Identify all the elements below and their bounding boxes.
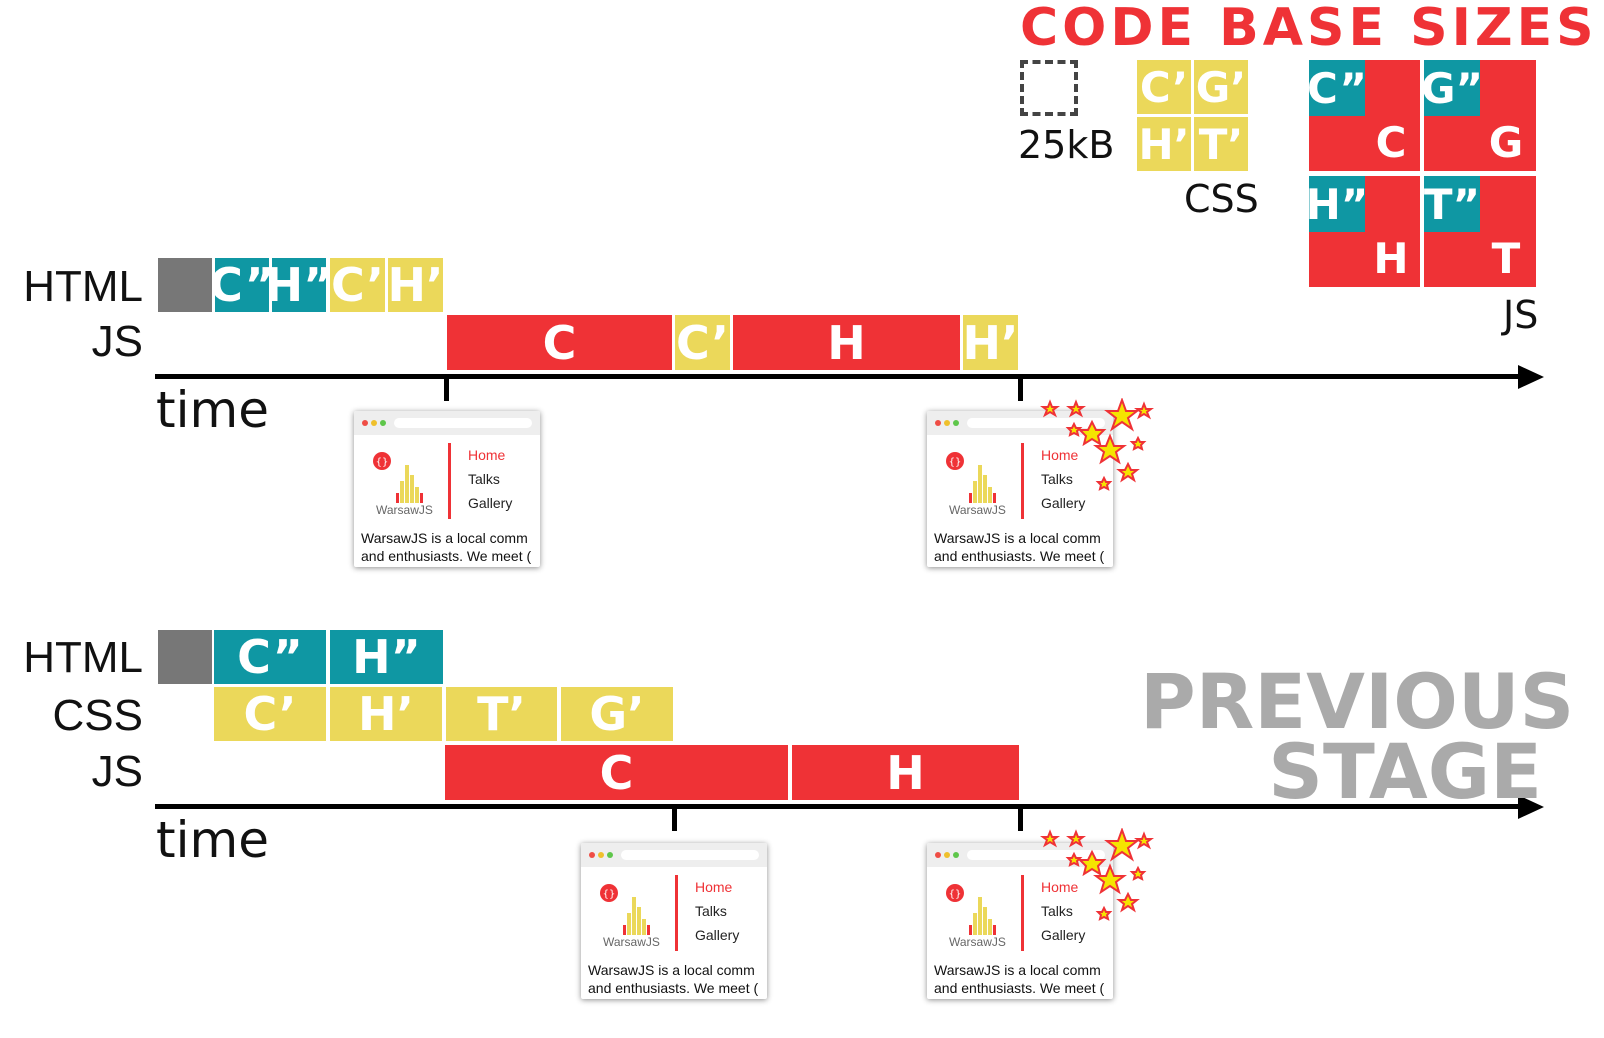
unit-size-box — [1020, 60, 1078, 116]
top-js-block-h-css: H’ — [963, 315, 1018, 370]
js-tile-c-small: C” — [1307, 60, 1367, 116]
js-tile-c: C” C — [1307, 60, 1420, 171]
bottom-time-axis — [155, 804, 1525, 809]
preview-nav-talks: Talks — [1041, 471, 1073, 487]
js-tile-g-small: G” — [1421, 60, 1483, 116]
bottom-css-block-c: C’ — [214, 687, 326, 741]
top-js-block-h: H — [733, 315, 960, 370]
preview-nav-gallery: Gallery — [468, 495, 513, 511]
warsawjs-logo-icon: {} — [946, 884, 996, 935]
svg-text:{}: {} — [949, 457, 962, 468]
top-html-block-c-inline-js: C” — [215, 258, 269, 312]
css-tile-c: C’ — [1137, 60, 1191, 114]
bottom-js-label: JS — [91, 747, 143, 796]
top-tick-2 — [1018, 377, 1023, 401]
top-html-block-c-inline-css: C’ — [330, 258, 385, 312]
preview-description: WarsawJS is a local comm and enthusiasts… — [588, 962, 759, 996]
top-js-block-c: C — [447, 315, 672, 370]
warsawjs-logo-icon: {} — [946, 452, 996, 503]
preview-brand: WarsawJS — [949, 935, 1006, 949]
top-render-preview-1: {} WarsawJS Home Talks Gallery WarsawJS … — [354, 411, 540, 567]
preview-nav-gallery: Gallery — [1041, 495, 1086, 511]
sparkle-stars-icon — [1040, 398, 1154, 491]
css-tile-h: H’ — [1137, 117, 1191, 171]
preview-brand: WarsawJS — [603, 935, 660, 949]
top-time-axis — [155, 374, 1525, 379]
warsawjs-logo-icon: {} — [600, 884, 650, 935]
bottom-time-label: time — [156, 811, 269, 869]
preview-nav-gallery: Gallery — [1041, 927, 1086, 943]
js-tile-c-big: C — [1375, 117, 1407, 167]
bottom-time-arrow — [1518, 795, 1544, 819]
top-time-label: time — [156, 381, 269, 439]
unit-size-caption: 25kB — [1018, 123, 1115, 167]
top-tick-1 — [444, 377, 449, 401]
svg-text:{}: {} — [376, 457, 389, 468]
top-html-block-doc — [158, 258, 212, 312]
top-js-label: JS — [91, 317, 143, 366]
preview-description: WarsawJS is a local comm and enthusiasts… — [934, 962, 1105, 996]
css-tile-t: T’ — [1194, 117, 1248, 171]
js-tile-h-big: H — [1373, 233, 1409, 283]
preview-description: WarsawJS is a local comm and enthusiasts… — [361, 530, 532, 564]
js-tile-h: H” H — [1306, 176, 1420, 287]
svg-text:{}: {} — [949, 889, 962, 900]
js-tile-t-small: T” — [1424, 176, 1480, 232]
bottom-html-block-h-inline-js: H” — [330, 630, 443, 684]
preview-nav-gallery: Gallery — [695, 927, 740, 943]
top-html-block-h-inline-js: H” — [272, 258, 326, 312]
bottom-css-label: CSS — [52, 691, 143, 740]
bottom-css-block-g: G’ — [561, 687, 673, 741]
css-tile-g: G’ — [1194, 60, 1248, 114]
top-html-label: HTML — [23, 262, 143, 311]
bottom-html-block-doc — [158, 630, 212, 684]
bottom-tick-2 — [1018, 807, 1023, 831]
bottom-html-block-c-inline-js: C” — [214, 630, 326, 684]
preview-nav-talks: Talks — [695, 903, 727, 919]
js-tile-h-small: H” — [1306, 176, 1368, 232]
top-render-preview-2: {} WarsawJS Home Talks Gallery WarsawJS … — [927, 411, 1113, 567]
bottom-js-block-c: C — [445, 745, 788, 800]
legend-title: CODE BASE SIZES — [1020, 0, 1598, 58]
previous-stage-label: PREVIOUS STAGE — [1140, 657, 1575, 816]
preview-nav-home: Home — [1041, 879, 1079, 895]
preview-nav-talks: Talks — [1041, 903, 1073, 919]
js-tile-g-big: G — [1488, 117, 1524, 167]
top-html-block-h-inline-css: H’ — [388, 258, 443, 312]
css-caption: CSS — [1184, 177, 1259, 221]
bottom-css-block-t: T’ — [446, 687, 557, 741]
js-tile-g: G” G — [1421, 60, 1536, 171]
preview-nav-home: Home — [1041, 447, 1079, 463]
preview-nav-talks: Talks — [468, 471, 500, 487]
sparkle-stars-icon — [1040, 828, 1154, 921]
top-time-arrow — [1518, 365, 1544, 389]
js-caption: JS — [1503, 293, 1539, 337]
top-js-block-c-css: C’ — [675, 315, 730, 370]
preview-description: WarsawJS is a local comm and enthusiasts… — [934, 530, 1105, 564]
svg-text:{}: {} — [603, 889, 616, 900]
bottom-tick-1 — [672, 807, 677, 831]
bottom-js-block-h: H — [792, 745, 1019, 800]
bottom-render-preview-1: {} WarsawJS Home Talks Gallery WarsawJS … — [581, 843, 767, 999]
js-tile-t: T” T — [1424, 176, 1536, 287]
warsawjs-logo-icon: {} — [373, 452, 423, 503]
js-tile-t-big: T — [1491, 233, 1521, 283]
bottom-html-label: HTML — [23, 633, 143, 682]
preview-brand: WarsawJS — [949, 503, 1006, 517]
preview-nav-home: Home — [695, 879, 733, 895]
bottom-css-block-h: H’ — [330, 687, 442, 741]
preview-brand: WarsawJS — [376, 503, 433, 517]
preview-nav-home: Home — [468, 447, 506, 463]
